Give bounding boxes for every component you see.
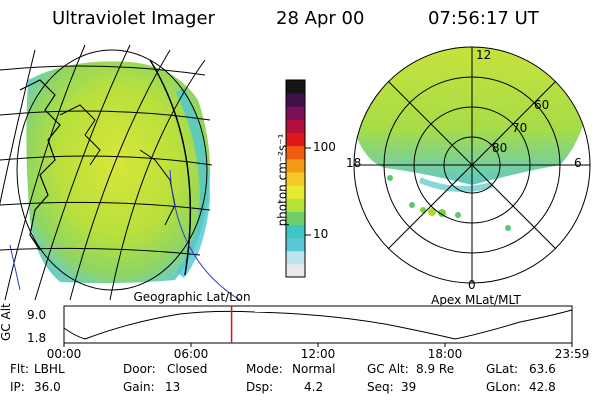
mlt-label-18: 18: [346, 156, 361, 170]
dsp-value: 4.2: [304, 380, 324, 394]
colorbar-band: [286, 263, 305, 278]
x-tick-2359: 23:59: [555, 347, 590, 361]
x-tick-1800: 18:00: [428, 347, 463, 361]
gcalt-label: GC Alt:: [367, 362, 409, 376]
altitude-timeline: GC Alt 9.0 1.8 00:00 06:00 12:00 18:00 2…: [0, 303, 589, 361]
colorbar-band: [286, 211, 305, 225]
mlt-label-12: 12: [476, 48, 491, 62]
colorbar-band: [286, 93, 305, 107]
colorbar-band: [286, 145, 305, 160]
colorbar: [286, 80, 305, 278]
colorbar-band: [286, 80, 305, 94]
flt-label: Flt:: [10, 362, 29, 376]
ip-value: 36.0: [34, 380, 61, 394]
geographic-map: [0, 44, 241, 300]
mlat-label-80: 80: [492, 141, 507, 155]
colorbar-band: [286, 198, 305, 212]
seq-label: Seq:: [367, 380, 394, 394]
coastline: [19, 79, 61, 251]
x-tick-0600: 06:00: [174, 347, 209, 361]
mlt-label-0: 0: [468, 278, 476, 292]
apex-auroral-image: [354, 47, 585, 185]
gain-value: 13: [165, 380, 181, 394]
observation-time: 07:56:17 UT: [428, 8, 539, 29]
colorbar-band: [286, 237, 305, 252]
colorbar-unit-label: photon cm⁻²s⁻¹: [275, 133, 290, 227]
mode-value: Normal: [292, 362, 336, 376]
observation-date: 28 Apr 00: [276, 8, 365, 29]
gc-alt-axis-label: GC Alt: [0, 303, 13, 341]
y-tick-high: 9.0: [27, 308, 46, 322]
colorbar-band: [286, 185, 305, 199]
instrument-title: Ultraviolet Imager: [52, 8, 215, 29]
geographic-label: Geographic Lat/Lon: [133, 290, 250, 304]
colorbar-tick-10: 10: [313, 227, 329, 241]
colorbar-band: [286, 171, 305, 186]
glat-value: 63.6: [529, 362, 556, 376]
ip-label: IP:: [10, 380, 25, 394]
colorbar-band: [286, 106, 305, 120]
glon-label: GLon:: [486, 380, 521, 394]
glat-label: GLat:: [486, 362, 519, 376]
gcalt-value: 8.9 Re: [416, 362, 455, 376]
door-label: Door:: [123, 362, 156, 376]
door-value: Closed: [167, 362, 208, 376]
colorbar-band: [286, 224, 305, 239]
dsp-label: Dsp:: [246, 380, 274, 394]
glon-value: 42.8: [529, 380, 556, 394]
flt-value: LBHL: [34, 362, 65, 376]
geographic-auroral-image: [26, 61, 211, 284]
x-tick-1200: 12:00: [301, 347, 336, 361]
mode-label: Mode:: [246, 362, 283, 376]
mlat-label-60: 60: [534, 98, 549, 112]
mlt-label-6: 6: [574, 156, 582, 170]
x-tick-0000: 00:00: [47, 347, 82, 361]
apex-label: Apex MLat/MLT: [431, 293, 521, 307]
colorbar-band: [286, 132, 305, 147]
y-tick-low: 1.8: [27, 331, 46, 345]
gain-label: Gain:: [123, 380, 155, 394]
seq-value: 39: [401, 380, 417, 394]
apex-polar-plot: 12 18 6 0 60 70 80: [346, 46, 591, 292]
colorbar-band: [286, 250, 305, 265]
colorbar-tick-100: 100: [313, 140, 336, 154]
colorbar-band: [286, 119, 305, 134]
colorbar-band: [286, 158, 305, 173]
mlat-label-70: 70: [512, 121, 527, 135]
